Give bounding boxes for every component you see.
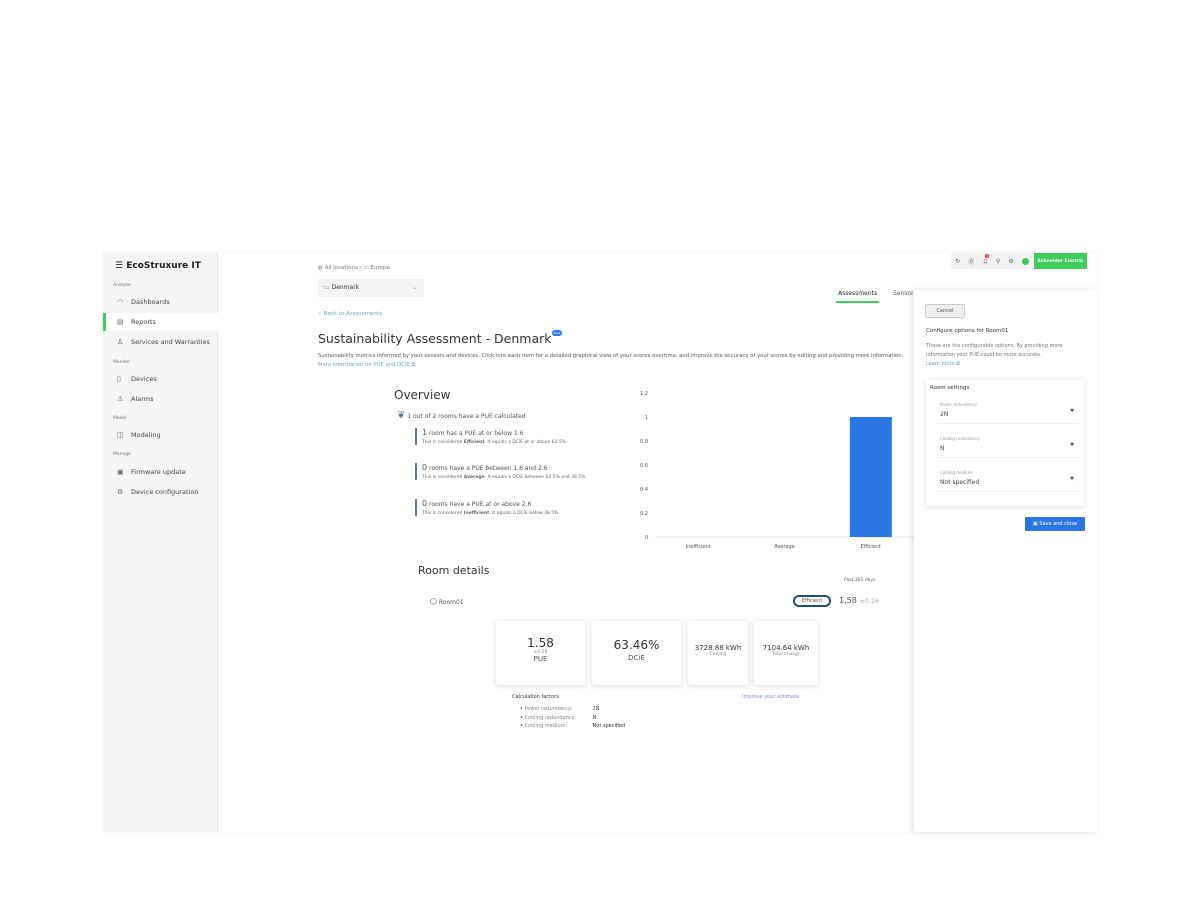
back-link[interactable]: ‹ Back to Assessments bbox=[318, 311, 382, 317]
y-tick-label: 0.4 bbox=[640, 487, 648, 493]
cooling-card[interactable]: 3728.88 kWh Cooling bbox=[688, 621, 748, 685]
efficiency-badge: Efficient bbox=[793, 595, 831, 607]
room-settings-title: Room settings bbox=[930, 385, 970, 391]
page-description: Sustainability metrics informed by your … bbox=[318, 353, 904, 368]
factor-row: • Cooling redundancy: N bbox=[520, 714, 597, 721]
folder-icon: ▭ bbox=[324, 284, 332, 291]
tab-assessments[interactable]: Assessments bbox=[836, 290, 880, 303]
more-info-link[interactable]: More information on PUE and DCiE ⧉ bbox=[318, 362, 416, 368]
help-icon[interactable]: ⓪ bbox=[968, 258, 975, 266]
feedback-icon[interactable]: ⚲ bbox=[995, 257, 1001, 265]
section-model: Model bbox=[113, 416, 127, 421]
y-tick-label: 1 bbox=[645, 415, 648, 421]
location-select[interactable]: ▭ Denmark ⌄ bbox=[318, 279, 424, 297]
sidebar-item-alarms[interactable]: ⚠ Alarms bbox=[117, 395, 154, 403]
x-tick-label: Average bbox=[774, 544, 795, 550]
y-tick-label: 1.2 bbox=[640, 391, 648, 397]
save-and-close-button[interactable]: ▣ Save and close bbox=[1025, 517, 1085, 531]
beta-badge: Beta bbox=[551, 330, 563, 336]
overview-summary: ❦ 1 out of 2 rooms have a PUE calculated bbox=[397, 410, 526, 421]
bell-icon[interactable]: ♫ 3 bbox=[982, 253, 990, 265]
power-redundancy-select[interactable]: Power redundancy 2N ▼ bbox=[938, 398, 1078, 424]
section-manage: Manage bbox=[113, 452, 131, 457]
overview-average: 0 rooms have a PUE between 1.6 and 2.6 T… bbox=[415, 463, 587, 480]
cancel-button[interactable]: Cancel bbox=[925, 304, 965, 318]
caret-down-icon: ▼ bbox=[1070, 442, 1074, 448]
x-tick-label: Efficient bbox=[861, 544, 881, 550]
section-analyze: Analyze bbox=[113, 283, 131, 288]
y-tick-label: 0 bbox=[645, 535, 648, 541]
period-label: Past 365 days bbox=[844, 578, 876, 583]
x-tick-label: Inefficient bbox=[686, 544, 711, 550]
settings-icon[interactable]: ⚙ bbox=[1008, 257, 1014, 265]
factor-row: • Power redundancy: 2N bbox=[520, 706, 600, 712]
calc-factors-list: • Power redundancy: 2N • Cooling redundan… bbox=[520, 705, 625, 731]
factor-row: • Cooling medium: Not specified bbox=[520, 723, 626, 729]
report-icon: ▤ bbox=[117, 318, 124, 326]
alarm-icon: ⚠ bbox=[117, 395, 124, 403]
menu-icon[interactable]: ☰ bbox=[115, 261, 127, 271]
sidebar-item-devices[interactable]: ▯ Devices bbox=[117, 375, 157, 383]
tab-sensors[interactable]: Sensors bbox=[893, 290, 913, 297]
pue-card[interactable]: 1.58 ±0.26 PUE bbox=[496, 621, 585, 685]
calc-factors-title: Calculation factors bbox=[512, 694, 559, 700]
sidebar-item-dashboards[interactable]: ◠ Dashboards bbox=[117, 298, 170, 306]
sidebar-item-device-config[interactable]: ⚙ Device configuration bbox=[117, 488, 199, 496]
modeling-icon: ◫ bbox=[117, 431, 124, 439]
notification-badge: 3 bbox=[985, 253, 990, 258]
overview-title: Overview bbox=[394, 388, 451, 402]
breadcrumb-parent[interactable]: Europe bbox=[370, 265, 390, 271]
caret-down-icon: ▼ bbox=[1070, 408, 1074, 414]
y-tick-label: 0.8 bbox=[640, 439, 648, 445]
config-icon: ⚙ bbox=[117, 488, 124, 496]
sidebar: ☰ EcoStruxure IT Analyze ◠ Dashboards ▤ Re… bbox=[103, 253, 218, 832]
firmware-icon: ▣ bbox=[117, 468, 124, 476]
section-monitor: Monitor bbox=[113, 360, 131, 365]
panel-description: These are the configurable options. By p… bbox=[926, 343, 1063, 358]
improve-estimate-link[interactable]: Improve your estimate bbox=[742, 694, 799, 700]
app-logo: ☰ EcoStruxure IT bbox=[115, 261, 201, 271]
room-icon: ⬡ bbox=[430, 597, 437, 606]
page-title: Sustainability Assessment - Denmark Beta bbox=[318, 330, 563, 346]
refresh-icon[interactable]: ↻ bbox=[955, 257, 961, 265]
breadcrumb-root[interactable]: All locations bbox=[324, 265, 358, 271]
room-settings-card: Room settings Power redundancy 2N ▼ Coolin… bbox=[926, 380, 1084, 506]
globe-icon: ◍ bbox=[318, 265, 325, 271]
y-tick-label: 0.6 bbox=[640, 463, 648, 469]
sidebar-item-firmware[interactable]: ▣ Firmware update bbox=[117, 468, 186, 476]
y-tick-label: 0.2 bbox=[640, 511, 648, 517]
total-energy-card[interactable]: 7104.64 kWh Total energy bbox=[754, 621, 818, 685]
brand-logo: Schneider Electric bbox=[1034, 253, 1087, 269]
overview-inefficient: 0 rooms have a PUE at or above 2.6 This … bbox=[415, 499, 560, 516]
overview-efficient: 1 room has a PUE at or below 1.6 This is… bbox=[415, 428, 567, 445]
room-pue: 1.58 ±0.26 bbox=[839, 596, 880, 605]
room-details-title: Room details bbox=[418, 564, 490, 577]
configure-panel: Cancel Configure options for Room01 Thes… bbox=[914, 290, 1097, 832]
save-icon: ▣ bbox=[1032, 521, 1040, 527]
panel-title: Configure options for Room01 bbox=[926, 328, 1009, 334]
learn-more-link[interactable]: Learn more ⧉ bbox=[926, 361, 960, 367]
room-row[interactable]: ⬡ Room01 bbox=[430, 597, 464, 606]
device-icon: ▯ bbox=[117, 375, 121, 383]
cooling-medium-select[interactable]: Cooling medium Not specified ▼ bbox=[938, 466, 1078, 492]
sidebar-item-reports[interactable]: ▤ Reports bbox=[103, 313, 218, 331]
bar-efficient bbox=[849, 417, 892, 537]
folder-icon: ▭ bbox=[363, 265, 371, 271]
sidebar-item-services[interactable]: ♙ Services and Warranties bbox=[117, 338, 210, 346]
leaf-icon: ❦ bbox=[397, 410, 406, 421]
sidebar-item-modeling[interactable]: ◫ Modeling bbox=[117, 431, 161, 439]
caret-down-icon: ▼ bbox=[1070, 476, 1074, 482]
breadcrumb: ◍ All locations › ▭ Europe bbox=[318, 265, 390, 271]
cooling-redundancy-select[interactable]: Cooling redundancy N ▼ bbox=[938, 432, 1078, 458]
user-status-icon[interactable] bbox=[1021, 257, 1029, 265]
pue-bar-chart: 0 0.2 0.4 0.6 0.8 1 1.2 Inefficient Average Effic… bbox=[640, 391, 914, 550]
dcie-card[interactable]: 63.46% DCiE bbox=[592, 621, 681, 685]
gauge-icon: ◠ bbox=[117, 298, 124, 306]
chevron-down-icon: ⌄ bbox=[411, 284, 417, 291]
service-icon: ♙ bbox=[117, 338, 124, 346]
top-toolbar: ↻ ⓪ ♫ 3 ⚲ ⚙ bbox=[951, 253, 1033, 269]
